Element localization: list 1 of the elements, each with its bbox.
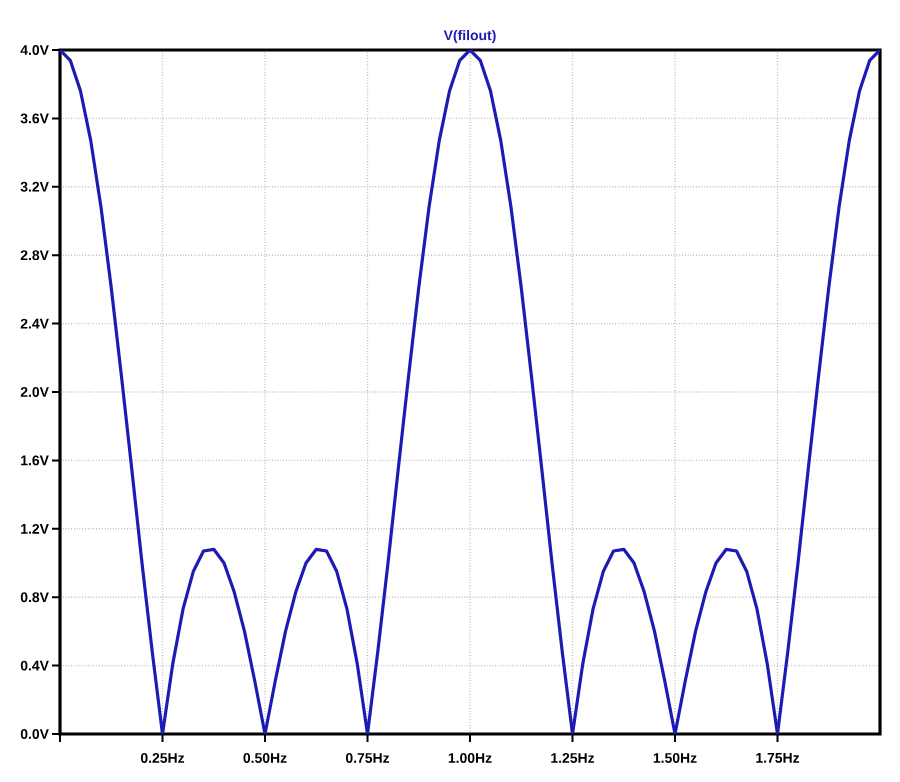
line-series	[60, 50, 881, 734]
